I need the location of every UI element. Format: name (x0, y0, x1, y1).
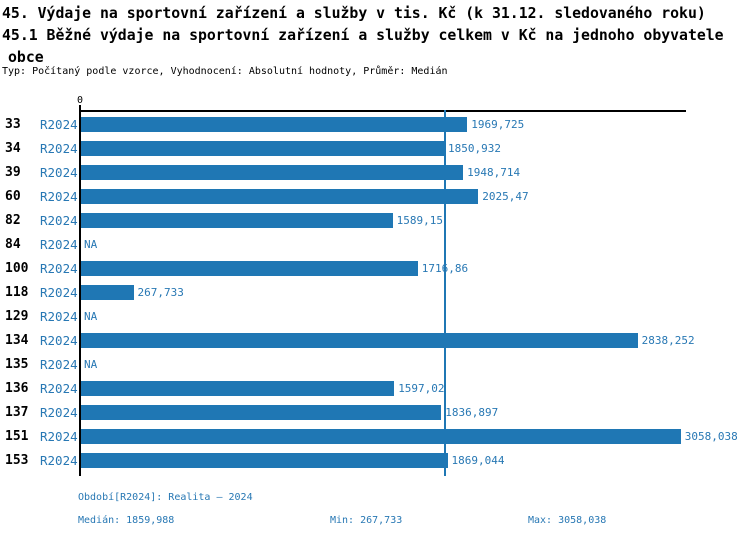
row-series-label: R2024 (40, 165, 78, 180)
max-stat-label: Max: 3058,038 (528, 515, 607, 526)
x-axis-line (80, 110, 686, 112)
row-na-label: NA (84, 238, 98, 251)
chart-meta-line: Typ: Počítaný podle vzorce, Vyhodnocení:… (2, 66, 448, 77)
row-category-label: 100 (5, 261, 29, 276)
row-category-label: 136 (5, 381, 29, 396)
row-series-label: R2024 (40, 309, 78, 324)
chart-row: 118 R2024 267,733 (0, 285, 750, 300)
row-series-label: R2024 (40, 237, 78, 252)
row-na-label: NA (84, 358, 98, 371)
period-label: Období[R2024]: Realita – 2024 (78, 492, 253, 503)
chart-row: 129 R2024 NA (0, 309, 750, 324)
row-bar (81, 261, 418, 276)
row-category-label: 135 (5, 357, 29, 372)
chart-row: 34 R2024 1850,932 (0, 141, 750, 156)
row-bar (81, 405, 442, 420)
row-value-label: 1589,15 (396, 214, 444, 227)
row-series-label: R2024 (40, 333, 78, 348)
x-axis-zero-tick-mark (79, 105, 81, 111)
chart-title-line3: obce (8, 49, 44, 66)
row-series-label: R2024 (40, 357, 78, 372)
chart-title-line2: 45.1 Běžné výdaje na sportovní zařízení … (2, 27, 724, 44)
chart-row: 84 R2024 NA (0, 237, 750, 252)
row-bar (81, 381, 395, 396)
row-value-label: 1948,714 (467, 166, 521, 179)
row-bar (81, 453, 448, 468)
row-value-label: 3058,038 (684, 430, 738, 443)
row-series-label: R2024 (40, 261, 78, 276)
chart-row: 134 R2024 2838,252 (0, 333, 750, 348)
chart-row: 151 R2024 3058,038 (0, 429, 750, 444)
row-category-label: 137 (5, 405, 29, 420)
row-category-label: 151 (5, 429, 29, 444)
row-value-label: 267,733 (137, 286, 184, 299)
chart-title-line1: 45. Výdaje na sportovní zařízení a služb… (2, 5, 706, 22)
row-bar (81, 285, 134, 300)
row-category-label: 34 (5, 141, 21, 156)
chart-header: 45. Výdaje na sportovní zařízení a služb… (2, 3, 724, 69)
row-bar (81, 213, 393, 228)
row-series-label: R2024 (40, 405, 78, 420)
row-value-label: 1850,932 (447, 142, 501, 155)
row-value-label: 1969,725 (471, 118, 525, 131)
median-line (444, 110, 446, 476)
row-category-label: 39 (5, 165, 21, 180)
chart-row: 60 R2024 2025,47 (0, 189, 750, 204)
median-stat-label: Medián: 1859,988 (78, 515, 175, 526)
row-series-label: R2024 (40, 381, 78, 396)
row-value-label: 1716,86 (421, 262, 469, 275)
row-series-label: R2024 (40, 429, 78, 444)
chart-row: 153 R2024 1869,044 (0, 453, 750, 468)
chart-row: 33 R2024 1969,725 (0, 117, 750, 132)
row-value-label: 1597,02 (398, 382, 445, 395)
row-bar (81, 165, 464, 180)
chart-row: 136 R2024 1597,02 (0, 381, 750, 396)
row-bar (81, 333, 638, 348)
y-axis-line (79, 110, 81, 476)
row-bar (81, 429, 681, 444)
row-value-label: 1869,044 (451, 454, 505, 467)
row-na-label: NA (84, 310, 98, 323)
row-value-label: 2025,47 (482, 190, 529, 203)
row-category-label: 60 (5, 189, 21, 204)
row-category-label: 118 (5, 285, 29, 300)
chart-row: 82 R2024 1589,15 (0, 213, 750, 228)
row-series-label: R2024 (40, 285, 78, 300)
row-category-label: 129 (5, 309, 29, 324)
row-value-label: 1836,897 (445, 406, 499, 419)
row-category-label: 82 (5, 213, 21, 228)
row-category-label: 33 (5, 117, 21, 132)
row-value-label: 2838,252 (641, 334, 695, 347)
chart-row: 135 R2024 NA (0, 357, 750, 372)
chart-row: 137 R2024 1836,897 (0, 405, 750, 420)
row-series-label: R2024 (40, 453, 78, 468)
row-series-label: R2024 (40, 189, 78, 204)
row-series-label: R2024 (40, 141, 78, 156)
row-bar (81, 189, 479, 204)
chart-row: 39 R2024 1948,714 (0, 165, 750, 180)
row-bar (81, 141, 444, 156)
x-axis-zero-tick-label: 0 (76, 95, 84, 106)
row-bar (81, 117, 468, 132)
row-series-label: R2024 (40, 213, 78, 228)
chart-row: 100 R2024 1716,86 (0, 261, 750, 276)
min-stat-label: Min: 267,733 (330, 515, 403, 526)
row-category-label: 153 (5, 453, 29, 468)
row-series-label: R2024 (40, 117, 78, 132)
row-category-label: 84 (5, 237, 21, 252)
row-category-label: 134 (5, 333, 29, 348)
